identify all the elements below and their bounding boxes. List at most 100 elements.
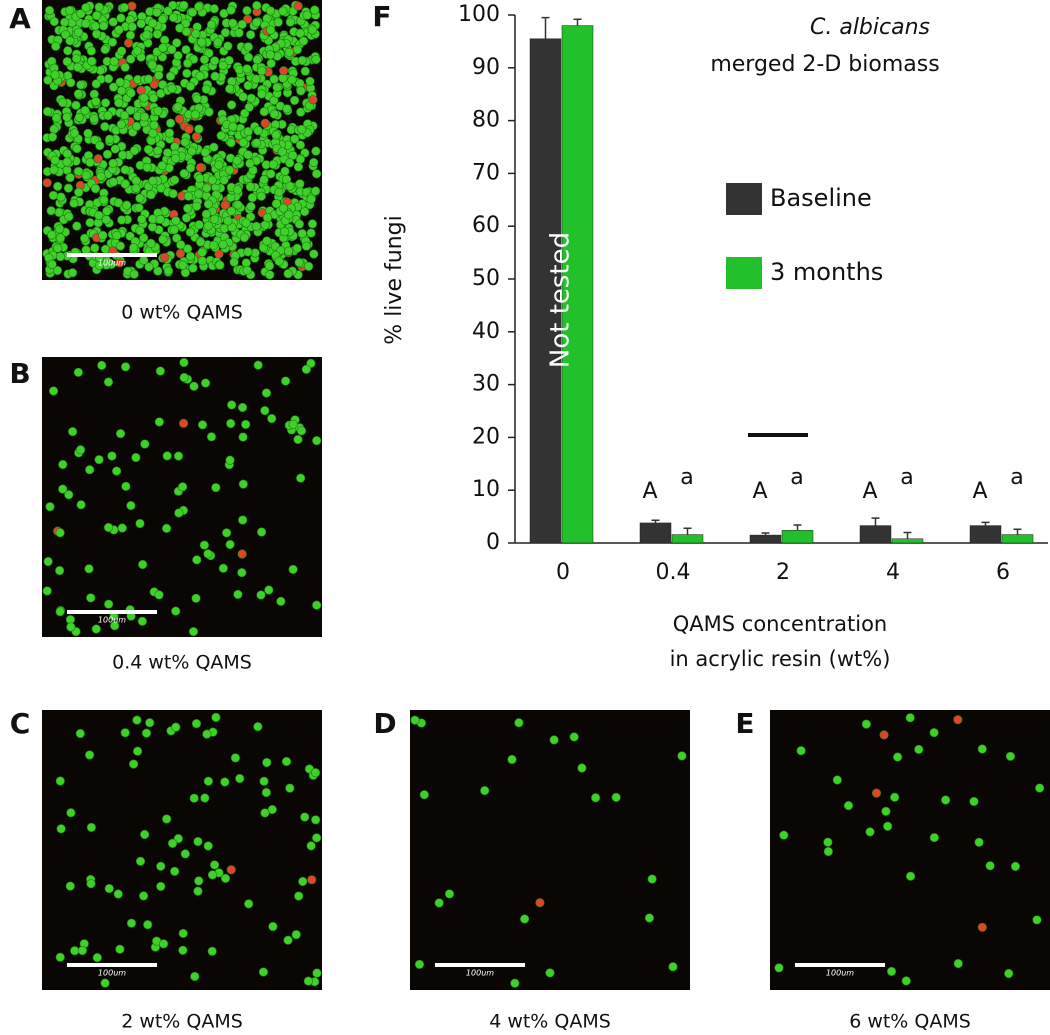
- cell: [144, 262, 154, 272]
- cell: [143, 144, 154, 155]
- cell: [109, 82, 119, 92]
- cell: [103, 522, 114, 533]
- cell: [269, 109, 279, 119]
- cell: [226, 206, 236, 216]
- cell: [1035, 783, 1045, 793]
- y-tick-label: 10: [472, 477, 500, 502]
- cell: [178, 482, 188, 492]
- micrograph: [770, 710, 1050, 990]
- cell: [295, 179, 305, 189]
- cell: [188, 626, 199, 637]
- cell: [296, 473, 306, 483]
- cell: [179, 0, 189, 10]
- cell: [174, 508, 184, 518]
- cell: [311, 54, 321, 65]
- group-letter: a: [1010, 465, 1023, 490]
- cell: [97, 360, 107, 371]
- cell: [62, 57, 72, 67]
- cell: [187, 146, 197, 156]
- cell: [226, 138, 236, 148]
- cell: [99, 195, 109, 205]
- error-bar: [683, 527, 692, 535]
- cell: [120, 62, 130, 72]
- cell: [168, 189, 178, 199]
- cell: [81, 170, 91, 180]
- cell: [135, 225, 145, 236]
- cell: [117, 523, 127, 533]
- cell: [170, 175, 180, 185]
- cell: [122, 200, 132, 210]
- cell: [100, 44, 110, 55]
- cell: [51, 41, 61, 51]
- bar: [671, 534, 704, 544]
- cell: [179, 357, 189, 368]
- cell: [72, 143, 82, 154]
- cell: [76, 80, 86, 90]
- cell: [129, 269, 139, 279]
- cell: [73, 367, 83, 377]
- cell: [92, 29, 102, 39]
- cell: [203, 776, 213, 786]
- cell: [87, 56, 97, 66]
- cell: [167, 44, 177, 55]
- cell: [227, 400, 237, 410]
- cell: [200, 793, 210, 803]
- cell: [223, 216, 233, 226]
- cell: [222, 528, 232, 538]
- cell: [55, 252, 66, 262]
- cell: [304, 261, 314, 271]
- cell: [120, 179, 130, 189]
- cell: [219, 223, 229, 234]
- cell: [100, 978, 110, 988]
- cell: [156, 861, 166, 871]
- cell: [158, 234, 168, 245]
- cell: [197, 420, 208, 430]
- cell: [127, 22, 137, 32]
- cell: [84, 564, 94, 574]
- cell: [268, 159, 278, 170]
- cell: [141, 728, 152, 738]
- legend-label: 3 months: [770, 258, 883, 286]
- cell: [274, 187, 284, 197]
- cell: [94, 210, 104, 221]
- x-tick-label: 2: [776, 560, 790, 585]
- y-tick-label: 20: [472, 424, 500, 449]
- cell: [74, 187, 84, 197]
- cell: [647, 874, 657, 884]
- cell: [281, 756, 292, 767]
- error-bar: [793, 524, 802, 531]
- cell: [204, 107, 214, 117]
- cell: [148, 128, 158, 138]
- cell: [167, 83, 177, 94]
- panel-caption: 2 wt% QAMS: [121, 1011, 243, 1033]
- cell: [157, 161, 167, 171]
- x-axis-label: in acrylic resin (wt%): [670, 647, 891, 671]
- cell: [84, 750, 95, 760]
- cell: [197, 256, 207, 266]
- cell: [203, 549, 213, 559]
- cell: [238, 92, 248, 102]
- cell: [284, 47, 294, 57]
- cell: [577, 763, 587, 773]
- cell: [71, 53, 82, 64]
- cell: [280, 227, 290, 237]
- cell: [229, 257, 239, 267]
- cell: [80, 233, 90, 243]
- cell: [277, 147, 287, 157]
- cell: [311, 815, 321, 825]
- cell: [226, 865, 236, 875]
- cell: [591, 793, 601, 803]
- panel-letter: B: [9, 357, 30, 390]
- cell: [288, 564, 298, 575]
- cell: [107, 451, 117, 461]
- cell: [76, 9, 86, 19]
- cell: [293, 434, 303, 445]
- cell: [73, 27, 84, 37]
- cell: [206, 432, 217, 442]
- cell: [76, 500, 86, 510]
- cell: [110, 144, 120, 154]
- group-letter: a: [790, 465, 803, 490]
- cell: [131, 183, 141, 193]
- cell: [113, 889, 123, 899]
- error-bar: [903, 531, 912, 539]
